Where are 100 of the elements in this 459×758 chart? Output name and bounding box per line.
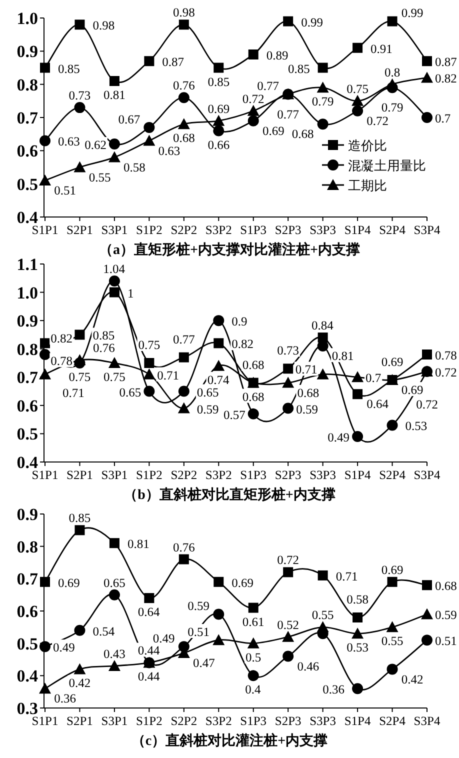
- x-tick-label: S1P4: [344, 468, 372, 482]
- data-label: 0.71: [336, 569, 358, 584]
- y-tick-label: 0.7: [16, 570, 38, 589]
- data-label: 0.72: [435, 365, 457, 380]
- data-label: 0.47: [193, 656, 215, 670]
- point: [108, 357, 120, 368]
- data-label: 0.59: [196, 402, 219, 416]
- point: [386, 78, 398, 90]
- point: [178, 554, 189, 564]
- point: [213, 315, 224, 326]
- point: [386, 621, 398, 632]
- y-tick-label: 0.9: [16, 42, 38, 62]
- x-tick-label: S3P4: [414, 468, 441, 482]
- data-label: 0.73: [68, 88, 91, 103]
- x-tick-label: S3P2: [205, 468, 232, 482]
- legend-label: 造价比: [348, 138, 387, 153]
- point: [214, 338, 224, 348]
- point: [109, 76, 120, 86]
- data-label: 0.73: [277, 344, 300, 358]
- data-label: 0.75: [68, 370, 91, 384]
- x-tick-label: S3P1: [101, 468, 128, 482]
- point: [144, 122, 155, 133]
- x-tick-label: S2P1: [66, 468, 93, 482]
- data-label: 0.65: [104, 576, 126, 590]
- point: [108, 275, 120, 286]
- point: [74, 102, 86, 114]
- x-tick-label: S3P1: [101, 223, 128, 237]
- y-tick-label: 1.0: [16, 283, 38, 302]
- point: [316, 82, 329, 93]
- point: [317, 118, 328, 130]
- point: [422, 580, 432, 590]
- point: [178, 402, 190, 414]
- data-label: 0.85: [58, 62, 80, 76]
- point: [248, 670, 259, 682]
- data-label: 0.55: [312, 608, 334, 622]
- point: [74, 330, 85, 340]
- data-label: 0.8: [384, 65, 400, 80]
- point: [352, 431, 364, 442]
- data-label: 0.85: [288, 62, 310, 76]
- data-label: 0.74: [207, 372, 230, 387]
- data-label: 0.75: [346, 82, 368, 96]
- data-label: 0.53: [346, 640, 368, 655]
- point: [74, 624, 86, 636]
- y-tick-label: 1.0: [16, 9, 38, 28]
- data-label: 0.53: [405, 419, 428, 434]
- data-label: 0.75: [138, 338, 160, 352]
- point: [248, 408, 259, 420]
- data-label: 0.69: [401, 383, 424, 398]
- data-label: 1.04: [103, 262, 126, 276]
- point: [39, 174, 51, 186]
- point: [352, 94, 364, 106]
- x-tick-label: S2P3: [274, 714, 302, 728]
- point: [144, 593, 154, 604]
- y-tick-label: 0.7: [16, 368, 38, 388]
- data-label: 0.54: [92, 624, 116, 638]
- point: [40, 135, 50, 146]
- point: [108, 138, 120, 150]
- data-label: 0.87: [162, 55, 184, 70]
- y-tick-label: 0.6: [16, 142, 38, 161]
- point: [282, 630, 294, 642]
- point: [213, 608, 224, 620]
- y-tick-label: 0.6: [16, 396, 38, 416]
- data-label: 0.72: [416, 397, 438, 412]
- data-label: 0.58: [124, 160, 146, 174]
- data-label: 0.68: [172, 131, 195, 146]
- data-label: 0.77: [277, 107, 300, 122]
- point: [282, 402, 294, 414]
- point: [213, 125, 224, 136]
- point: [247, 104, 260, 116]
- point: [109, 538, 120, 548]
- data-label: 0.79: [381, 100, 404, 115]
- point: [39, 368, 51, 380]
- data-label: 0.85: [68, 511, 91, 526]
- point: [316, 368, 329, 380]
- point: [40, 62, 50, 73]
- data-label: 0.66: [208, 138, 230, 152]
- point: [248, 49, 258, 60]
- data-label: 0.78: [435, 348, 457, 363]
- data-label: 0.76: [93, 340, 115, 355]
- data-label: 0.85: [92, 328, 115, 343]
- point: [40, 349, 50, 360]
- data-label: 0.75: [104, 370, 126, 384]
- point: [144, 386, 155, 397]
- data-label: 0.91: [370, 42, 392, 56]
- x-tick-label: S1P3: [240, 468, 267, 482]
- data-label: 0.36: [54, 692, 76, 706]
- point: [74, 161, 86, 172]
- point: [386, 420, 398, 431]
- x-tick-label: S2P1: [66, 223, 93, 237]
- text: （b）直斜桩对比直矩形桩+内支撑: [124, 486, 336, 503]
- data-label: 0.69: [381, 562, 404, 577]
- point: [352, 628, 364, 639]
- data-label: 0.78: [50, 354, 72, 368]
- data-label: 0.82: [50, 332, 72, 346]
- data-label: 0.61: [242, 614, 264, 629]
- point: [39, 682, 51, 694]
- point: [74, 663, 86, 674]
- point: [108, 589, 120, 600]
- point: [282, 650, 294, 662]
- x-tick-label: S3P4: [414, 714, 441, 728]
